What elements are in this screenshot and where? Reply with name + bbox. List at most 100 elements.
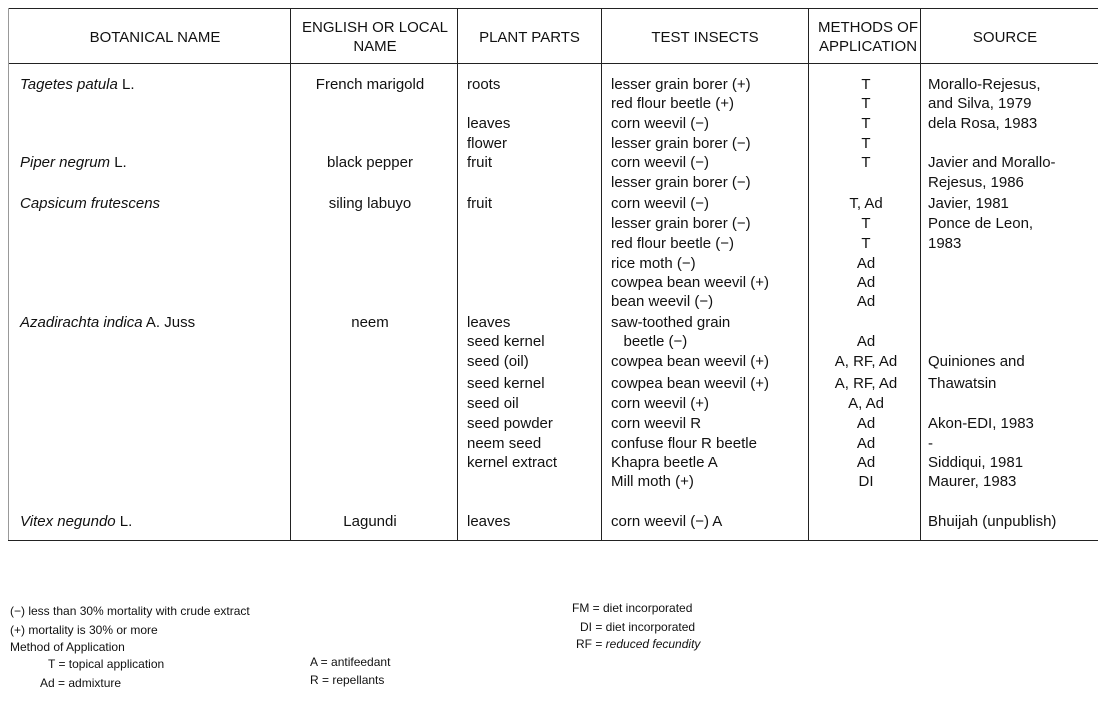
english-name: siling labuyo	[328, 195, 412, 212]
footnote-minus: (−) less than 30% mortality with crude e…	[10, 604, 250, 618]
application-method: Ad	[856, 454, 876, 471]
table-bottom-rule	[8, 540, 1098, 541]
application-method: T	[861, 135, 871, 152]
header-plant-parts: PLANT PARTS	[479, 29, 580, 46]
footnote-A: A = antifeedant	[310, 655, 391, 669]
test-insect: corn weevil (+)	[611, 395, 709, 412]
source: Quiniones and	[928, 353, 1025, 370]
species-authority: A. Juss	[142, 314, 196, 331]
column-divider	[808, 8, 809, 540]
left-border	[8, 8, 9, 540]
plant-part: seed kernel	[467, 333, 545, 350]
table-top-rule	[8, 8, 1098, 9]
plant-part: roots	[467, 76, 501, 93]
source: Maurer, 1983	[928, 473, 1017, 490]
english-name: French marigold	[315, 76, 425, 93]
test-insect: beetle (−)	[611, 333, 688, 350]
footnote-R: R = repellants	[310, 673, 385, 687]
header-english-name: ENGLISH OR LOCAL NAME	[302, 19, 448, 55]
plant-part: seed (oil)	[467, 353, 529, 370]
source: Javier and Morallo-	[928, 154, 1056, 171]
application-method: Ad	[856, 333, 876, 350]
species-name: Azadirachta indica	[20, 314, 143, 331]
test-insect: bean weevil (−)	[611, 293, 714, 310]
species-authority: L.	[117, 76, 135, 93]
species-authority: L.	[110, 154, 127, 171]
footnote-FM: FM = diet incorporated	[572, 601, 693, 615]
column-divider	[601, 8, 602, 540]
test-insect: cowpea bean weevil (+)	[611, 353, 770, 370]
test-insect: confuse flour R beetle	[611, 435, 757, 452]
footnote-T: T = topical application	[48, 657, 165, 671]
test-insect: red flour beetle (−)	[611, 235, 734, 252]
footnote-plus: (+) mortality is 30% or more	[10, 623, 158, 637]
test-insect: lesser grain borer (−)	[611, 215, 751, 232]
test-insect: red flour beetle (+)	[611, 95, 734, 112]
source: Morallo-Rejesus,	[928, 76, 1041, 93]
test-insect: corn weevil (−)	[611, 115, 709, 132]
plant-part: seed oil	[467, 395, 519, 412]
footnote-RF-key: RF =	[576, 637, 606, 651]
species-name: Piper negrum	[20, 154, 111, 171]
test-insect: corn weevil R	[611, 415, 702, 432]
footnote-RF-value: reduced fecundity	[605, 637, 701, 651]
test-insect: cowpea bean weevil (+)	[611, 375, 770, 392]
source: Ponce de Leon,	[928, 215, 1034, 232]
plant-part: fruit	[467, 195, 493, 212]
footnote-RF: RF = reduced fecundity	[576, 637, 700, 651]
application-method: T, Ad	[849, 195, 883, 212]
test-insect: lesser grain borer (−)	[611, 135, 751, 152]
plant-part: seed powder	[467, 415, 553, 432]
species-name: Capsicum frutescens	[20, 195, 161, 212]
plant-part: seed kernel	[467, 375, 545, 392]
species-name: Tagetes patula	[20, 76, 118, 93]
botanical-name: Piper negrum L.	[20, 154, 127, 172]
column-divider	[457, 8, 458, 540]
header-botanical-name: BOTANICAL NAME	[89, 29, 221, 46]
application-method: T	[861, 76, 871, 93]
test-insect: Mill moth (+)	[611, 473, 694, 490]
botanical-name: Capsicum frutescens	[20, 195, 160, 213]
header-test-insects: TEST INSECTS	[651, 29, 759, 46]
application-method: A, RF, Ad	[834, 353, 898, 370]
plant-part: neem seed	[467, 435, 542, 452]
plant-part: leaves	[467, 115, 511, 132]
test-insect: rice moth (−)	[611, 255, 696, 272]
plant-part: kernel extract	[467, 454, 558, 471]
column-divider	[920, 8, 921, 540]
footnote-Ad: Ad = admixture	[40, 676, 122, 690]
english-name: neem	[351, 314, 389, 331]
application-method: T	[861, 235, 871, 252]
application-method: Ad	[856, 255, 876, 272]
application-method: A, RF, Ad	[834, 375, 898, 392]
application-method: T	[861, 154, 871, 171]
application-method: T	[861, 95, 871, 112]
english-name: Lagundi	[343, 513, 397, 530]
header-source: SOURCE	[972, 29, 1038, 46]
source: and Silva, 1979	[928, 95, 1032, 112]
application-method: Ad	[856, 293, 876, 310]
plant-part: fruit	[467, 154, 493, 171]
header-methods: METHODS OF APPLICATION	[818, 19, 918, 55]
application-method: Ad	[856, 274, 876, 291]
species-name: Vitex negundo	[20, 513, 116, 530]
source: Javier, 1981	[928, 195, 1009, 212]
application-method: A, Ad	[848, 395, 884, 412]
test-insect: cowpea bean weevil (+)	[611, 274, 770, 291]
application-method: T	[861, 115, 871, 132]
test-insect: corn weevil (−) A	[611, 513, 723, 530]
test-insect: lesser grain borer (−)	[611, 174, 751, 191]
column-divider	[290, 8, 291, 540]
source: Akon-EDI, 1983	[928, 415, 1034, 432]
english-name: black pepper	[327, 154, 413, 171]
plant-part: leaves	[467, 513, 511, 530]
botanical-name: Tagetes patula L.	[20, 76, 135, 94]
test-insect: saw-toothed grain	[611, 314, 731, 331]
header-rule	[8, 63, 1098, 64]
source: 1983	[928, 235, 962, 252]
source: Thawatsin	[928, 375, 997, 392]
application-method: DI	[858, 473, 874, 490]
test-insect: corn weevil (−)	[611, 154, 709, 171]
species-authority: L.	[115, 513, 133, 530]
